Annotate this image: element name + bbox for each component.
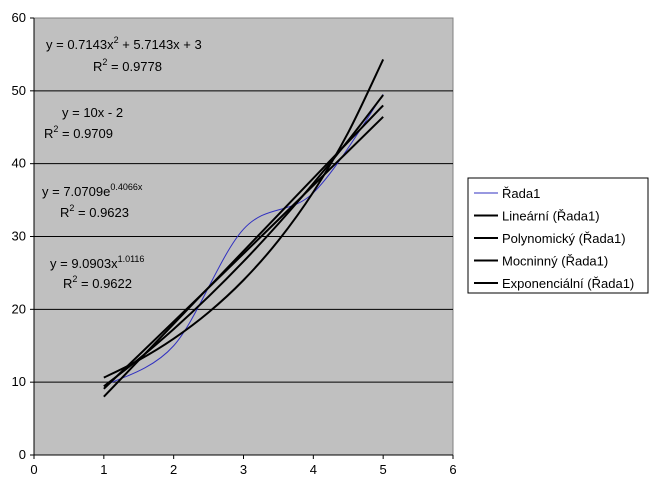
trendline-equation: y = 9.0903x1.0116 (50, 254, 144, 271)
y-tick-label: 60 (12, 10, 26, 25)
y-tick-label: 50 (12, 83, 26, 98)
legend: Řada1 Lineární (Řada1) Polynomický (Řada1)… (467, 177, 649, 294)
legend-box (467, 177, 649, 294)
y-tick-label: 30 (12, 229, 26, 244)
series-layer (103, 59, 385, 398)
tick-labels: 0 10 20 30 40 50 60 0 1 2 3 4 5 6 (12, 10, 457, 477)
trendline-equation: y = 10x - 2 (62, 105, 123, 120)
series-line-3 (103, 94, 384, 388)
x-tick-label: 2 (170, 462, 177, 477)
gridlines (34, 90, 453, 383)
series-line-4 (103, 116, 384, 390)
series-line-2 (103, 104, 384, 398)
trendline-equation: R2 = 0.9778 (93, 57, 162, 74)
trendline-equation: R2 = 0.9622 (63, 274, 132, 291)
trendline-equation: R2 = 0.9709 (44, 124, 113, 141)
legend-entry: Polynomický (Řada1) (502, 231, 626, 246)
x-tick-label: 3 (240, 462, 247, 477)
trendline-equation: y = 0.7143x2 + 5.7143x + 3 (46, 35, 202, 52)
x-tick-label: 5 (380, 462, 387, 477)
trendline-equation: y = 7.0709e0.4066x (42, 182, 143, 199)
x-tick-label: 6 (449, 462, 456, 477)
y-tick-label: 0 (19, 447, 26, 462)
legend-entry: Lineární (Řada1) (502, 209, 600, 224)
y-tick-label: 10 (12, 374, 26, 389)
trendline-equations: y = 0.7143x2 + 5.7143x + 3 R2 = 0.9778 y =… (42, 35, 202, 291)
series-line-5 (103, 59, 385, 379)
y-tick-label: 20 (12, 301, 26, 316)
legend-entry: Mocninný (Řada1) (502, 254, 608, 269)
x-tick-label: 0 (30, 462, 37, 477)
x-tick-label: 1 (100, 462, 107, 477)
legend-entry: Řada1 (502, 186, 540, 201)
axes (30, 17, 454, 459)
y-tick-label: 40 (12, 156, 26, 171)
legend-entry: Exponenciální (Řada1) (502, 276, 634, 291)
x-tick-label: 4 (310, 462, 317, 477)
trendline-equation: R2 = 0.9623 (60, 203, 129, 220)
